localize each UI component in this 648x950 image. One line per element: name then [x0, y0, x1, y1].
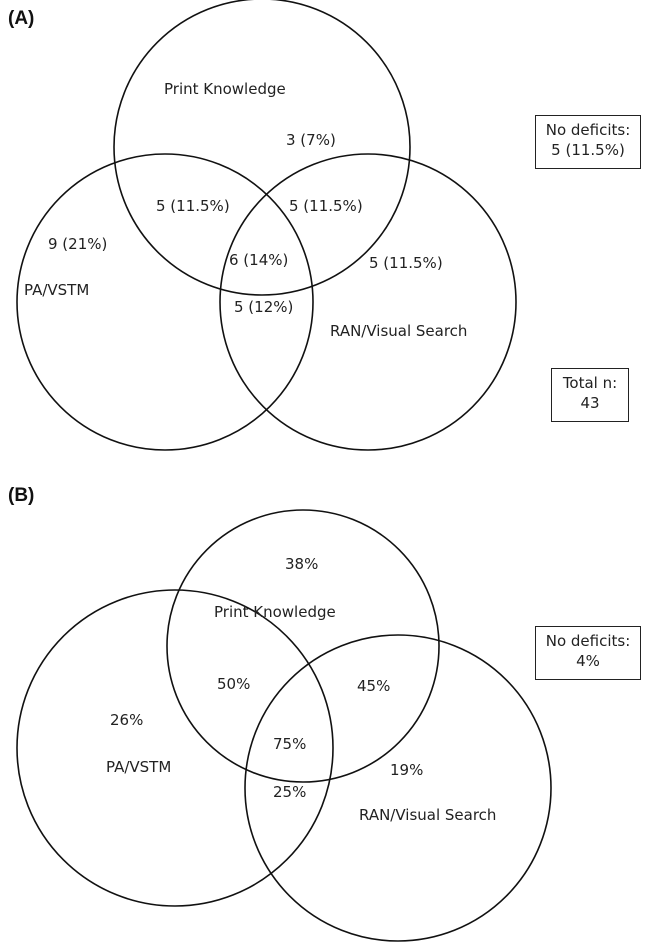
- set-label-print-knowledge: Print Knowledge: [214, 603, 336, 621]
- venn-panel-a: (A) Print Knowledge 3 (7%) 5 (11.5%) 5 (…: [0, 0, 648, 470]
- venn-diagram-b: (B) 38% Print Knowledge 50% 45% 26% 75% …: [8, 485, 552, 942]
- venn-panel-b: (B) 38% Print Knowledge 50% 45% 26% 75% …: [0, 470, 648, 950]
- no-deficits-box: No deficits: 5 (11.5%): [535, 115, 641, 169]
- region-print-pa: 50%: [217, 675, 250, 693]
- panel-label: (B): [8, 485, 34, 506]
- region-all-three: 6 (14%): [229, 251, 288, 269]
- no-deficits-value: 5 (11.5%): [551, 141, 625, 159]
- set-label-ran-visual-search: RAN/Visual Search: [330, 322, 467, 340]
- print-knowledge-circle: [166, 509, 440, 783]
- no-deficits-label: No deficits:: [545, 632, 631, 650]
- total-n-label: Total n:: [562, 374, 618, 392]
- region-pa-only: 9 (21%): [48, 235, 107, 253]
- no-deficits-box: No deficits: 4%: [535, 626, 641, 680]
- region-ran-only: 19%: [390, 761, 423, 779]
- region-pa-ran: 5 (12%): [234, 298, 293, 316]
- region-print-only: 38%: [285, 555, 318, 573]
- region-print-pa: 5 (11.5%): [156, 197, 230, 215]
- venn-diagram-a: (A) Print Knowledge 3 (7%) 5 (11.5%) 5 (…: [8, 0, 517, 451]
- region-pa-only: 26%: [110, 711, 143, 729]
- no-deficits-value: 4%: [576, 652, 600, 670]
- panel-label: (A): [8, 8, 34, 29]
- pa-vstm-circle: [16, 153, 314, 451]
- region-all-three: 75%: [273, 735, 306, 753]
- print-knowledge-circle: [113, 0, 411, 296]
- set-label-ran-visual-search: RAN/Visual Search: [359, 806, 496, 824]
- no-deficits-label: No deficits:: [545, 121, 631, 139]
- region-print-ran: 45%: [357, 677, 390, 695]
- region-print-only: 3 (7%): [286, 131, 336, 149]
- set-label-pa-vstm: PA/VSTM: [24, 281, 89, 299]
- pa-vstm-circle: [16, 589, 334, 907]
- set-label-print-knowledge: Print Knowledge: [164, 80, 286, 98]
- set-label-pa-vstm: PA/VSTM: [106, 758, 171, 776]
- region-pa-ran: 25%: [273, 783, 306, 801]
- total-n-box: Total n: 43: [551, 368, 629, 422]
- total-n-value: 43: [580, 394, 600, 412]
- region-print-ran: 5 (11.5%): [289, 197, 363, 215]
- ran-visual-search-circle: [219, 153, 517, 451]
- ran-visual-search-circle: [244, 634, 552, 942]
- region-ran-only: 5 (11.5%): [369, 254, 443, 272]
